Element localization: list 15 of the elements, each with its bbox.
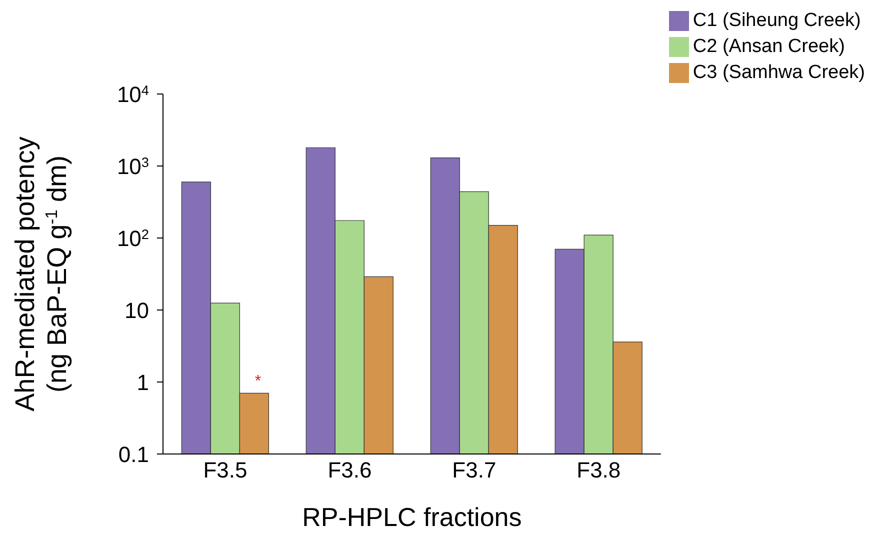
y-tick-label: 10$^{3}$ (116, 154, 149, 179)
x-tick-label: F3.7 (452, 458, 496, 483)
annotation: * (254, 373, 262, 390)
y-tick-label: 10$^{2}$ (116, 226, 149, 251)
y-tick-label: 10 (124, 298, 149, 323)
x-tick-label: F3.8 (576, 458, 621, 483)
x-tick-label: F3.6 (328, 458, 372, 483)
x-tick-label: F3.5 (203, 458, 248, 483)
x-axis-title: RP-HPLC fractions (302, 502, 522, 532)
legend-label: C3 (Samhwa Creek) (692, 62, 865, 83)
legend-label: C2 (Ansan Creek) (692, 36, 845, 57)
y-tick-label: 1 (136, 370, 149, 395)
y-tick-label: 0.1 (118, 442, 149, 467)
legend-label: C1 (Siheung Creek) (692, 10, 861, 31)
y-tick-label: 10$^{4}$ (116, 82, 150, 107)
